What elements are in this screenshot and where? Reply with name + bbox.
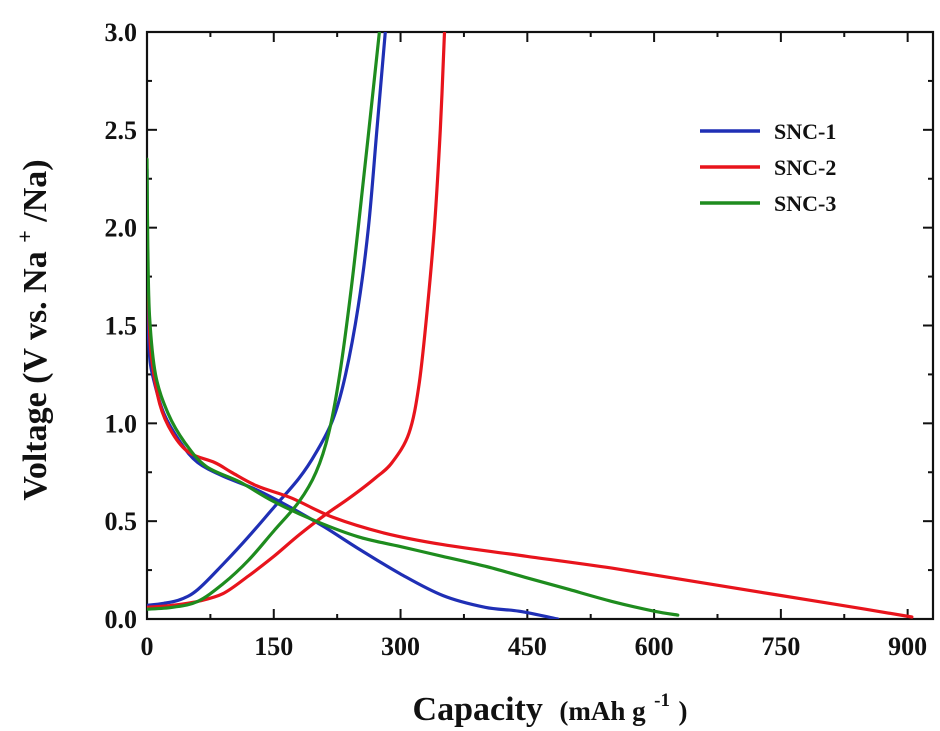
x-axis-title-main: Capacity — [413, 691, 543, 728]
x-tick-label: 300 — [381, 632, 420, 661]
x-tick-label: 450 — [508, 632, 547, 661]
x-axis-title-sup: -1 — [654, 690, 670, 711]
y-axis-title: Voltage (V vs. Na + /Na) — [3, 159, 54, 500]
x-tick-label: 0 — [141, 632, 154, 661]
legend-label-snc-2: SNC-2 — [774, 155, 836, 180]
x-tick-label: 900 — [888, 632, 927, 661]
x-axis-title-unit: (mAh g — [559, 696, 646, 726]
y-axis-title-tail: /Na) — [17, 159, 54, 222]
x-tick-label: 600 — [635, 632, 674, 661]
x-tick-labels: 0 150 300 450 600 750 900 — [141, 632, 928, 661]
legend: SNC-1 SNC-2 SNC-3 — [700, 119, 836, 216]
y-axis-title-sup: + — [12, 230, 37, 243]
y-axis-title-main: Voltage (V vs. Na — [17, 251, 54, 500]
series-group — [147, 32, 914, 619]
x-tick-label: 150 — [254, 632, 293, 661]
y-tick-label: 0.5 — [105, 507, 138, 536]
legend-label-snc-3: SNC-3 — [774, 191, 836, 216]
x-tick-label: 750 — [761, 632, 800, 661]
y-tick-label: 1.0 — [105, 409, 138, 438]
y-tick-labels: 0.0 0.5 1.0 1.5 2.0 2.5 3.0 — [105, 18, 138, 634]
snc-1-charge-line — [147, 32, 387, 607]
y-tick-label: 0.0 — [105, 605, 138, 634]
x-axis-title-close: ) — [678, 696, 687, 726]
snc-2-charge-line — [147, 32, 447, 609]
legend-label-snc-1: SNC-1 — [774, 119, 836, 144]
y-tick-label: 3.0 — [105, 18, 138, 47]
snc-3-discharge-line — [147, 157, 680, 617]
x-axis-title: Capacity (mAh g -1 ) — [413, 677, 688, 728]
y-tick-label: 2.5 — [105, 116, 138, 145]
y-tick-label: 1.5 — [105, 312, 138, 341]
snc-2-discharge-line — [147, 235, 914, 619]
y-tick-label: 2.0 — [105, 214, 138, 243]
snc-3-charge-line — [147, 32, 381, 611]
